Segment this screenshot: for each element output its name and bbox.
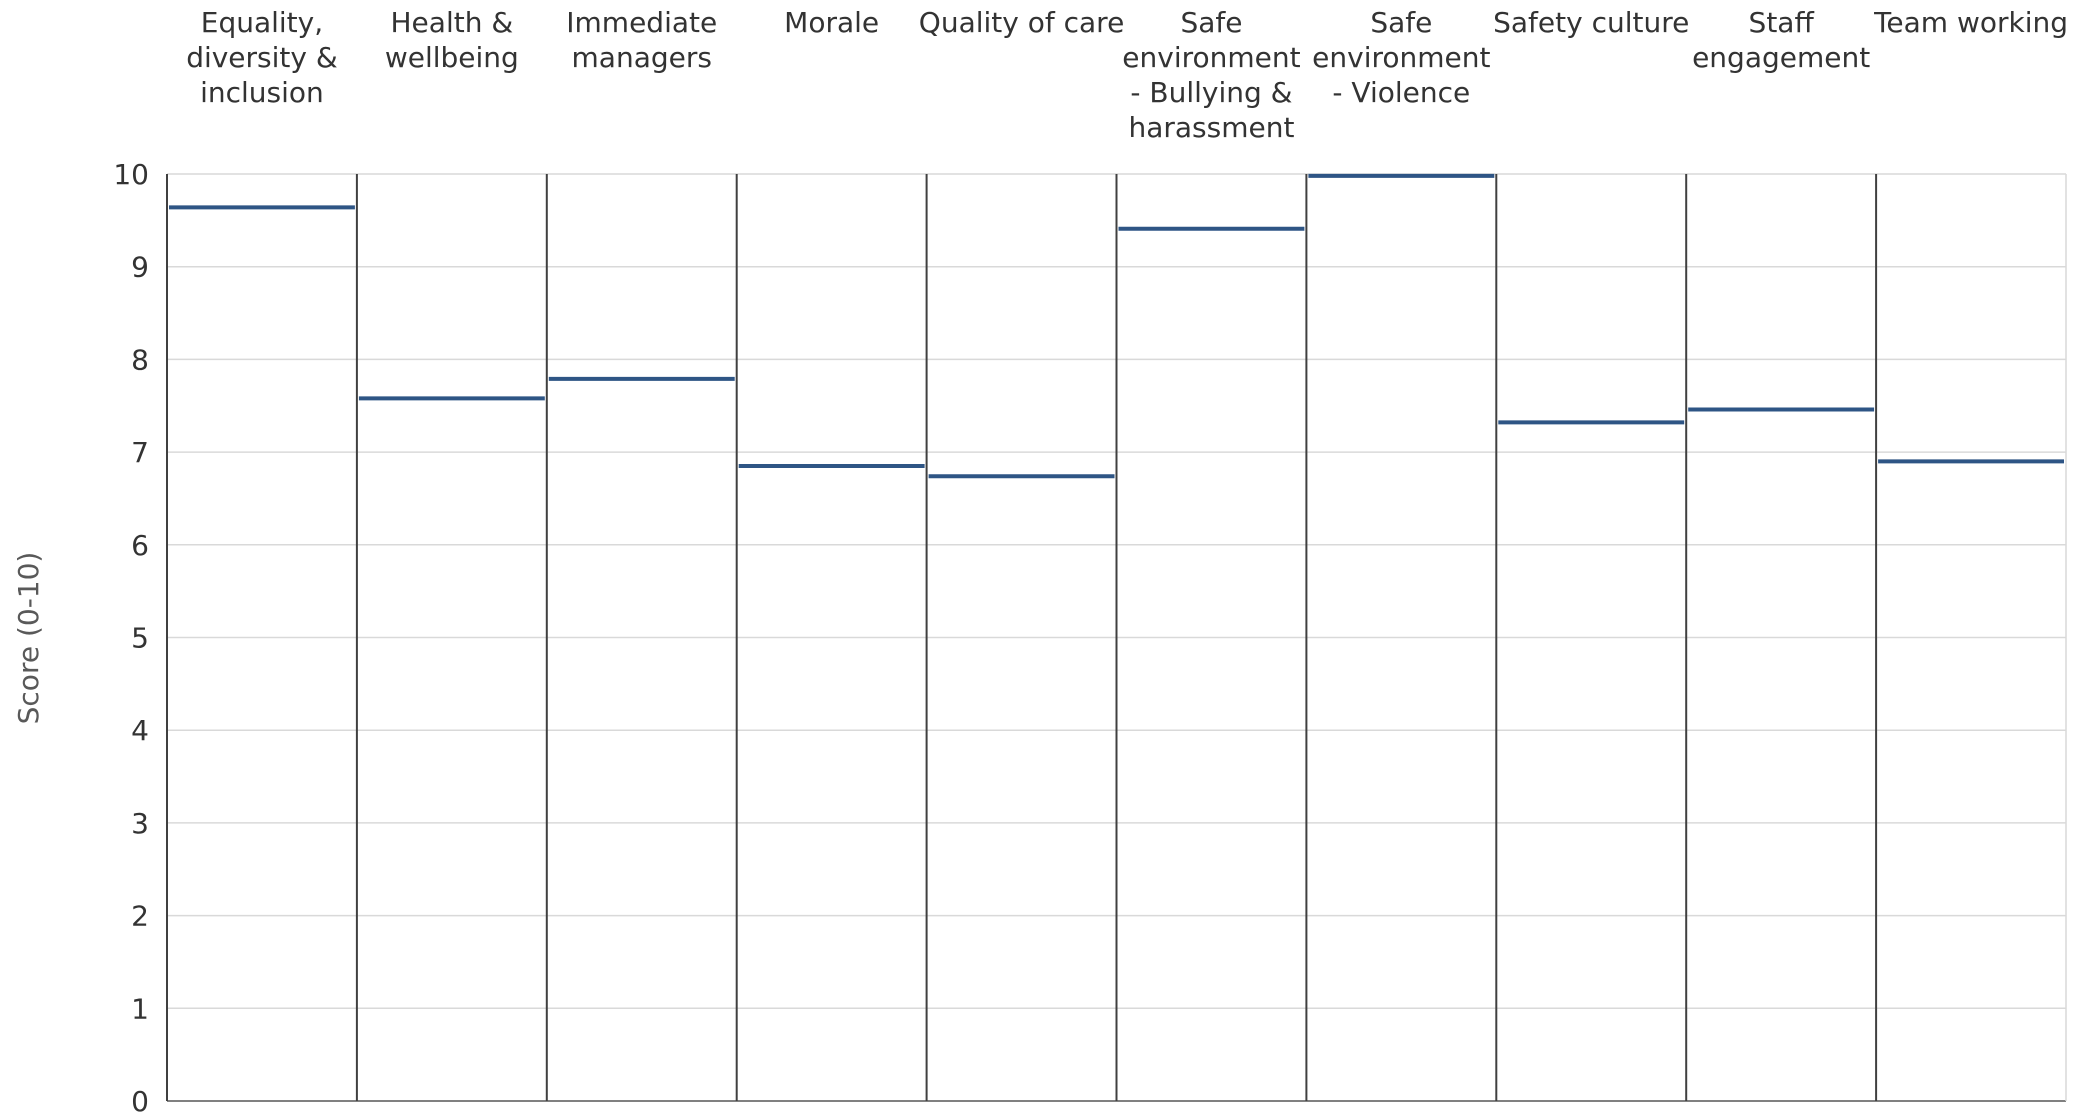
y-tick-label: 6	[131, 529, 149, 562]
category-label-line: Immediate	[566, 6, 717, 39]
y-axis-title: Score (0-10)	[12, 552, 45, 725]
category-label: Safety culture	[1493, 6, 1689, 39]
y-tick-label: 1	[131, 992, 149, 1025]
category-label-line: inclusion	[200, 76, 324, 109]
category-label-line: harassment	[1128, 111, 1294, 144]
category-label: Health & wellbeing	[385, 6, 519, 74]
category-label-line: Team working	[1873, 6, 2068, 39]
score-markers	[169, 173, 2064, 479]
category-label: Team working	[1873, 6, 2068, 39]
y-axis-ticks: 0 1 2 3 4 5 6 7 8 9 10	[113, 158, 149, 1112]
category-label: Staff engagement	[1692, 6, 1870, 74]
y-tick-label: 7	[131, 436, 149, 469]
category-label-line: Staff	[1749, 6, 1815, 39]
category-label-line: wellbeing	[385, 41, 519, 74]
y-tick-label: 2	[131, 900, 149, 933]
category-label: Immediate managers	[566, 6, 717, 74]
y-tick-label: 3	[131, 807, 149, 840]
category-label: Safe environment - Bullying & harassment	[1122, 6, 1300, 144]
category-label-line: managers	[572, 41, 712, 74]
y-tick-label: 8	[131, 343, 149, 376]
category-label-line: engagement	[1692, 41, 1870, 74]
y-tick-label: 10	[113, 158, 149, 191]
category-label: Morale	[784, 6, 879, 39]
category-label-line: Equality,	[201, 6, 323, 39]
category-label-line: Morale	[784, 6, 879, 39]
category-label-line: - Bullying &	[1130, 76, 1292, 109]
category-label-line: Safety culture	[1493, 6, 1689, 39]
y-tick-label: 5	[131, 622, 149, 655]
category-label-line: environment	[1122, 41, 1300, 74]
category-label-line: environment	[1312, 41, 1490, 74]
category-label-line: Quality of care	[919, 6, 1125, 39]
category-label: Safe environment - Violence	[1312, 6, 1490, 109]
y-tick-label: 0	[131, 1085, 149, 1112]
category-label-line: Health &	[391, 6, 514, 39]
category-label-line: - Violence	[1332, 76, 1470, 109]
category-label: Quality of care	[919, 6, 1125, 39]
category-label-line: Safe	[1180, 6, 1242, 39]
y-tick-label: 9	[131, 251, 149, 284]
category-label: Equality, diversity & inclusion	[186, 6, 338, 109]
y-tick-label: 4	[131, 714, 149, 747]
category-labels: Equality, diversity & inclusion Health & wel…	[186, 6, 2068, 144]
category-label-line: Safe	[1370, 6, 1432, 39]
panel-dividers	[166, 174, 2067, 1101]
category-label-line: diversity &	[186, 41, 338, 74]
